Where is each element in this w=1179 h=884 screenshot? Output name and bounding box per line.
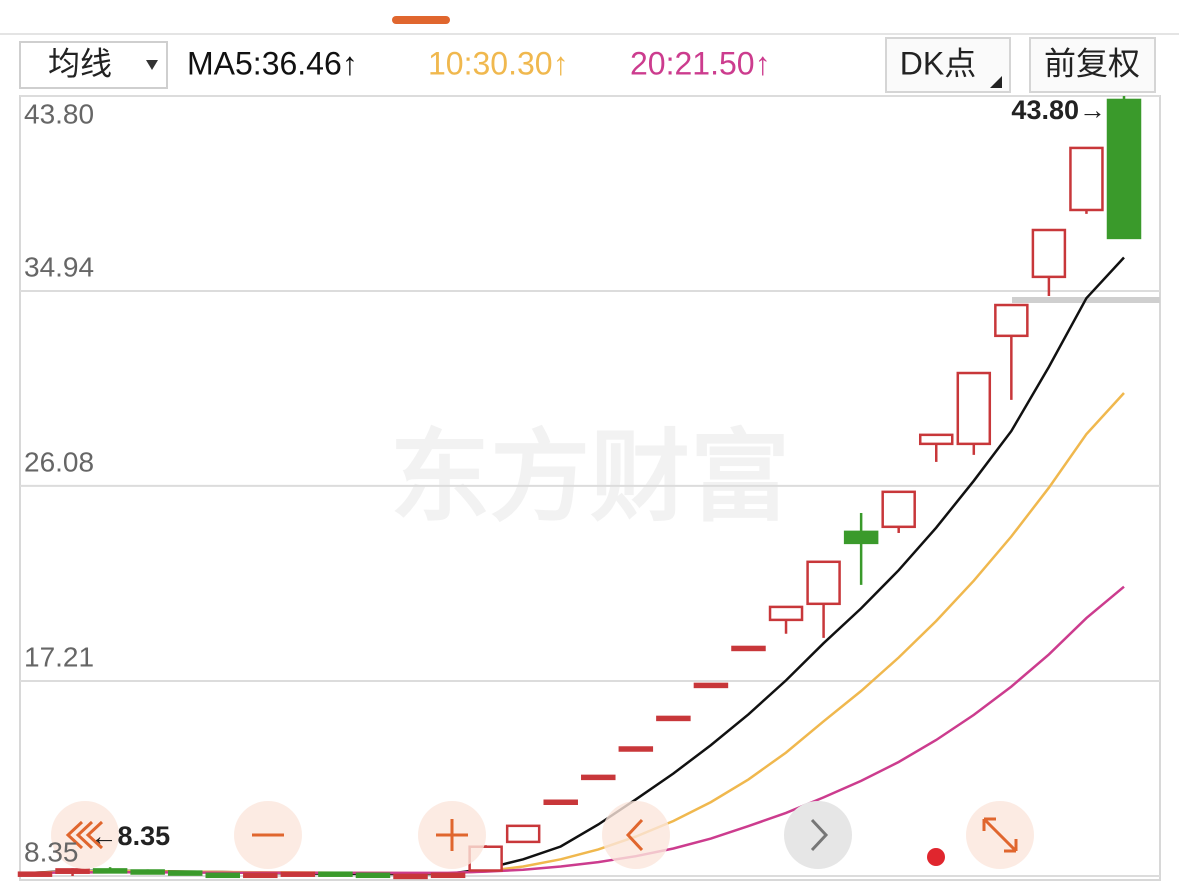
controls bbox=[51, 801, 1034, 869]
y-tick-label: 26.08 bbox=[24, 446, 94, 477]
grid bbox=[20, 95, 1160, 877]
button-label[interactable]: 前复权 bbox=[1044, 45, 1140, 81]
candle-body bbox=[1031, 228, 1067, 279]
candle-body bbox=[243, 872, 278, 879]
candle-body bbox=[1106, 98, 1142, 240]
candle-body bbox=[318, 871, 353, 877]
candle-body bbox=[430, 872, 466, 879]
y-tick-label: 43.80 bbox=[24, 98, 94, 129]
candle-body bbox=[768, 605, 804, 622]
candle-body bbox=[581, 774, 616, 781]
legend-entry: 20:21.50↑ bbox=[630, 45, 771, 81]
ma-line bbox=[34, 585, 1125, 875]
candle-body bbox=[205, 872, 241, 879]
candle-body bbox=[806, 560, 841, 606]
candles bbox=[17, 96, 1142, 880]
candle-body bbox=[881, 490, 916, 529]
status-dot bbox=[927, 848, 945, 866]
next-icon bbox=[810, 818, 829, 852]
candle-body bbox=[280, 871, 316, 877]
candle-body bbox=[918, 433, 954, 446]
max-label: 43.80→ bbox=[1011, 95, 1106, 125]
button-box[interactable] bbox=[1029, 37, 1156, 93]
next-button[interactable] bbox=[784, 801, 852, 869]
dropdown-label[interactable]: 均线 bbox=[48, 45, 112, 81]
candle-body bbox=[1069, 146, 1104, 212]
rewind-button[interactable] bbox=[51, 801, 119, 869]
rewind-icon bbox=[65, 820, 104, 850]
candle-body bbox=[167, 870, 203, 876]
candle-body bbox=[656, 715, 691, 722]
button-box[interactable] bbox=[885, 37, 1011, 93]
dk-button[interactable]: DK点 bbox=[885, 37, 1011, 93]
candle-body bbox=[543, 799, 578, 806]
candle-body bbox=[618, 746, 654, 752]
candle-body bbox=[693, 682, 729, 689]
candle-body bbox=[393, 873, 428, 880]
y-tick-label: 8.35 bbox=[24, 836, 79, 867]
legend-entry: 10:30.30↑ bbox=[428, 45, 569, 81]
candle-body bbox=[994, 303, 1029, 338]
dropdown-arrow bbox=[146, 60, 158, 70]
dropdown-box[interactable] bbox=[19, 41, 168, 89]
ma-line bbox=[34, 256, 1125, 876]
prev-button[interactable] bbox=[602, 801, 670, 869]
tab-indicator bbox=[392, 16, 450, 24]
plus-icon bbox=[436, 819, 468, 851]
labels: 43.80 34.94 26.08 17.21 8.35 43.80→ ←8.35 bbox=[24, 95, 1106, 867]
candle-body bbox=[505, 824, 541, 844]
candle-body bbox=[130, 869, 165, 875]
candle-body bbox=[843, 530, 879, 545]
candle-body bbox=[92, 868, 128, 874]
candle-body bbox=[17, 871, 53, 877]
watermark: 东方财富 bbox=[390, 421, 790, 533]
min-label: ←8.35 bbox=[91, 821, 171, 851]
candle-body bbox=[55, 868, 90, 874]
candle-body bbox=[956, 371, 992, 446]
legend-entry: MA5:36.46↑ bbox=[187, 45, 358, 81]
y-tick-label: 17.21 bbox=[24, 641, 94, 672]
legend: MA5:36.46↑ 10:30.30↑ 20:21.50↑ bbox=[187, 45, 771, 81]
candle-body bbox=[355, 872, 391, 879]
ma-dropdown[interactable]: 均线 bbox=[19, 41, 168, 89]
rights-button[interactable]: 前复权 bbox=[1029, 37, 1156, 93]
prev-icon bbox=[625, 818, 644, 852]
fullscreen-icon bbox=[982, 817, 1018, 853]
y-tick-label: 34.94 bbox=[24, 251, 94, 282]
corner-mark bbox=[990, 76, 1002, 88]
candle-body bbox=[731, 645, 766, 652]
button-label[interactable]: DK点 bbox=[900, 45, 976, 81]
ma-lines bbox=[34, 256, 1125, 876]
